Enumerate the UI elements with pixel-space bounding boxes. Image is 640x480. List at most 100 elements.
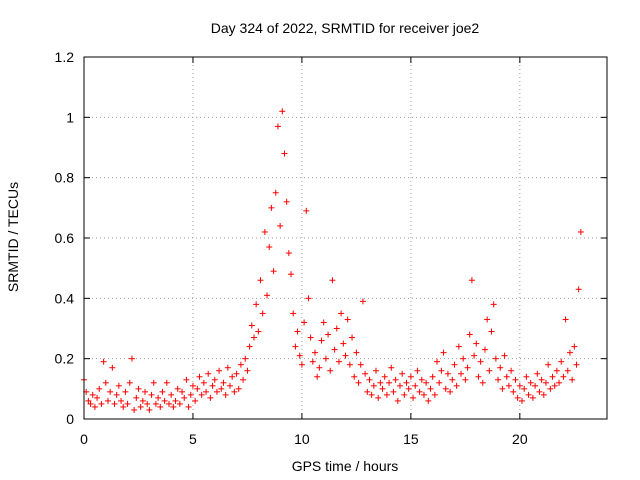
grid-lines bbox=[84, 57, 607, 419]
data-point bbox=[288, 271, 295, 278]
data-point bbox=[364, 388, 371, 395]
data-point bbox=[499, 385, 506, 392]
data-point bbox=[301, 319, 308, 326]
data-point bbox=[124, 400, 131, 407]
data-point bbox=[174, 385, 181, 392]
data-point bbox=[566, 349, 573, 356]
data-point bbox=[115, 382, 122, 389]
data-point bbox=[146, 406, 153, 413]
data-point bbox=[573, 361, 580, 368]
data-point bbox=[133, 394, 140, 401]
data-point bbox=[148, 391, 155, 398]
axes bbox=[83, 56, 608, 420]
data-point bbox=[386, 379, 393, 386]
data-point bbox=[196, 373, 203, 380]
data-point bbox=[111, 400, 118, 407]
data-point bbox=[540, 391, 547, 398]
data-point bbox=[290, 310, 297, 317]
x-tick-label: 10 bbox=[294, 431, 310, 447]
data-point bbox=[155, 394, 162, 401]
data-point bbox=[510, 388, 517, 395]
data-point bbox=[444, 370, 451, 377]
data-point bbox=[396, 382, 403, 389]
data-point bbox=[183, 376, 190, 383]
x-tick-label: 5 bbox=[189, 431, 197, 447]
data-point bbox=[189, 382, 196, 389]
data-point bbox=[91, 403, 98, 410]
data-point bbox=[244, 367, 251, 374]
data-point bbox=[368, 391, 375, 398]
y-tick-label: 1.2 bbox=[55, 49, 75, 65]
data-point bbox=[479, 379, 486, 386]
x-tick-label: 0 bbox=[80, 431, 88, 447]
data-point bbox=[231, 388, 238, 395]
data-point bbox=[447, 388, 454, 395]
data-point bbox=[320, 319, 327, 326]
data-point bbox=[152, 400, 159, 407]
data-point bbox=[455, 343, 462, 350]
data-point bbox=[519, 397, 526, 404]
data-point bbox=[274, 123, 281, 130]
data-point bbox=[213, 388, 220, 395]
data-point bbox=[220, 379, 227, 386]
data-point bbox=[564, 367, 571, 374]
data-point bbox=[272, 189, 279, 196]
data-point bbox=[401, 391, 408, 398]
data-point bbox=[392, 376, 399, 383]
data-point bbox=[246, 343, 253, 350]
data-point bbox=[434, 358, 441, 365]
data-point bbox=[168, 391, 175, 398]
data-point bbox=[109, 364, 116, 371]
data-point bbox=[514, 394, 521, 401]
data-point bbox=[466, 331, 473, 338]
data-point bbox=[333, 325, 340, 332]
data-point bbox=[131, 406, 138, 413]
data-point bbox=[490, 301, 497, 308]
data-point bbox=[283, 198, 290, 205]
data-point bbox=[473, 340, 480, 347]
data-point bbox=[157, 403, 164, 410]
data-point bbox=[484, 316, 491, 323]
data-point bbox=[407, 373, 414, 380]
data-point bbox=[292, 343, 299, 350]
data-point bbox=[523, 373, 530, 380]
data-point bbox=[203, 388, 210, 395]
data-point bbox=[87, 400, 94, 407]
data-point bbox=[107, 388, 114, 395]
data-point bbox=[270, 268, 277, 275]
x-axis-label: GPS time / hours bbox=[292, 458, 399, 474]
data-point bbox=[279, 108, 286, 115]
data-point bbox=[553, 367, 560, 374]
data-point bbox=[532, 382, 539, 389]
data-point bbox=[399, 370, 406, 377]
data-point bbox=[185, 403, 192, 410]
data-point bbox=[416, 388, 423, 395]
data-point bbox=[344, 316, 351, 323]
data-point bbox=[314, 373, 321, 380]
data-point bbox=[227, 382, 234, 389]
data-point bbox=[497, 364, 504, 371]
data-point bbox=[545, 361, 552, 368]
data-point bbox=[505, 382, 512, 389]
data-point bbox=[329, 277, 336, 284]
data-point bbox=[373, 367, 380, 374]
data-point bbox=[89, 391, 96, 398]
data-point bbox=[294, 328, 301, 335]
data-point bbox=[240, 376, 247, 383]
data-point bbox=[349, 334, 356, 341]
data-point bbox=[462, 376, 469, 383]
data-point bbox=[237, 361, 244, 368]
data-point bbox=[100, 358, 107, 365]
data-point bbox=[218, 385, 225, 392]
data-point bbox=[98, 400, 105, 407]
data-point bbox=[248, 322, 255, 329]
data-point bbox=[335, 358, 342, 365]
data-point bbox=[144, 400, 151, 407]
data-point bbox=[264, 292, 271, 299]
data-point bbox=[575, 286, 582, 293]
data-point bbox=[571, 343, 578, 350]
data-point bbox=[351, 373, 358, 380]
data-point bbox=[205, 370, 212, 377]
data-point bbox=[250, 334, 257, 341]
